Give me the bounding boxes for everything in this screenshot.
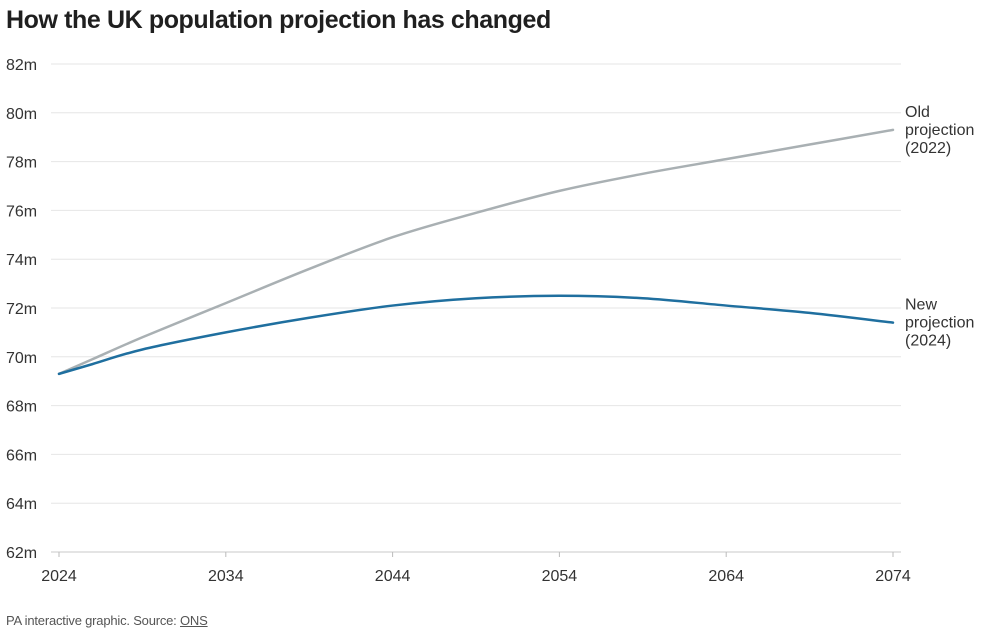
x-tick-label: 2044 xyxy=(375,568,411,585)
y-tick-label: 76m xyxy=(6,203,37,220)
series-labels: Old projection (2022) New projection (2024) xyxy=(905,104,974,350)
x-tick-label: 2024 xyxy=(41,568,77,585)
series-label-old-projection: Old projection (2022) xyxy=(905,104,974,157)
series-line-old-projection xyxy=(57,128,895,376)
x-tick-label: 2034 xyxy=(208,568,244,585)
x-tick-label: 2054 xyxy=(542,568,578,585)
y-tick-label: 66m xyxy=(6,447,37,464)
y-tick-label: 70m xyxy=(6,350,37,367)
source-link[interactable]: ONS xyxy=(180,613,208,628)
y-tick-label: 80m xyxy=(6,106,37,123)
y-tick-label: 78m xyxy=(6,155,37,172)
y-tick-label: 72m xyxy=(6,301,37,318)
source-text: PA interactive graphic. Source: xyxy=(6,613,181,628)
series-lines xyxy=(57,128,895,376)
y-tick-label: 62m xyxy=(6,545,37,562)
gridlines xyxy=(51,63,901,553)
y-tick-label: 64m xyxy=(6,496,37,513)
chart-title: How the UK population projection has cha… xyxy=(6,6,551,34)
x-axis-ticks: 2024 2034 2044 2054 2064 2074 xyxy=(41,552,911,585)
series-line-new-projection xyxy=(57,294,895,376)
x-tick-label: 2064 xyxy=(708,568,744,585)
series-label-new-projection: New projection (2024) xyxy=(905,297,974,350)
y-tick-label: 82m xyxy=(6,57,37,74)
source-credit: PA interactive graphic. Source: ONS xyxy=(6,613,208,628)
x-tick-label: 2074 xyxy=(875,568,911,585)
y-tick-label: 74m xyxy=(6,252,37,269)
y-axis-ticks: 62m 64m 66m 68m 70m 72m 74m 76m 78m 80m 82m xyxy=(6,57,37,562)
y-tick-label: 68m xyxy=(6,399,37,416)
